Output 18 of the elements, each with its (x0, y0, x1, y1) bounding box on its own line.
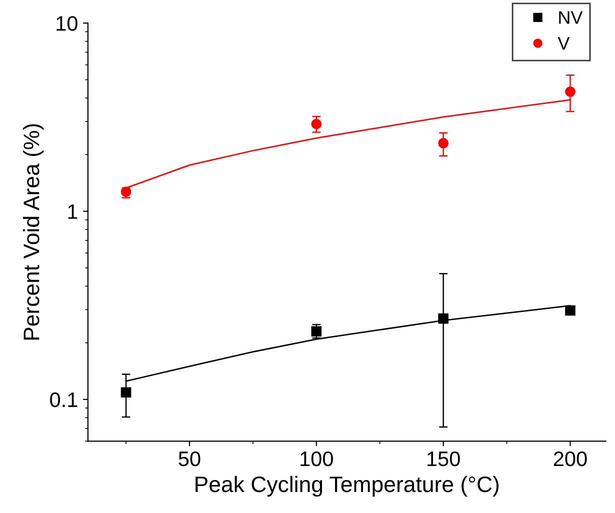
point (438, 138, 448, 148)
x-tick-label: 200 (554, 451, 587, 466)
point (120, 387, 132, 398)
y-tick-label: 0.1 (50, 392, 78, 408)
x-axis-title: Peak Cycling Temperature (°C) (196, 476, 499, 497)
x-tick-label: 100 (300, 451, 333, 466)
point (311, 118, 322, 130)
y-tick-label: 1 (68, 204, 78, 219)
x-tick-label: 50 (178, 451, 200, 466)
point (311, 326, 322, 337)
y-tick-label: 10 (56, 16, 78, 31)
point (438, 313, 448, 324)
point (565, 305, 576, 316)
point (565, 86, 576, 97)
x-tick-label: 150 (428, 451, 460, 466)
legend-label: V (558, 37, 570, 50)
y-axis-title: Percent Void Area (%) (22, 124, 44, 340)
legend-label: NV (559, 11, 583, 24)
